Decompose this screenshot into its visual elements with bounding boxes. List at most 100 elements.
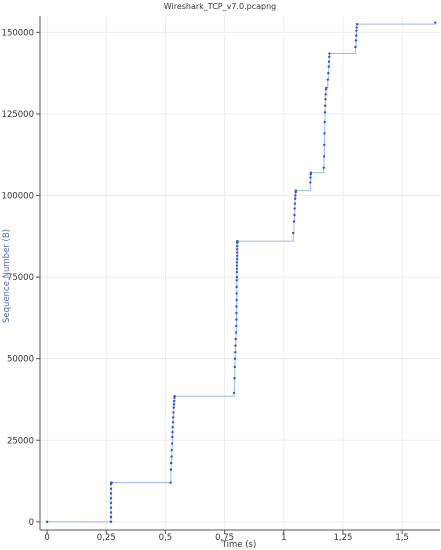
data-point [328,52,331,55]
data-point [172,416,175,419]
data-point [235,251,239,254]
data-point [169,461,173,465]
data-point [109,520,113,524]
data-point [234,331,238,334]
data-point [172,403,176,406]
data-point [355,29,358,32]
data-point [235,248,239,251]
data-point [235,292,238,295]
data-point [235,267,239,271]
data-point [109,506,113,509]
data-point [293,202,297,205]
data-point [235,244,239,248]
sequence-step-line [47,22,436,523]
data-point [322,155,326,158]
data-point [171,430,174,434]
data-point [235,264,239,267]
data-point [235,254,239,258]
data-point [235,275,239,279]
data-point [109,511,113,514]
data-point [323,111,327,114]
data-point [293,213,296,217]
data-point [235,270,239,274]
x-tick-label: 0,5 [159,533,173,543]
data-point [323,120,326,124]
x-tick-label: 0,75 [215,533,234,543]
x-tick-label: 0 [44,533,49,543]
data-point [109,492,113,495]
data-point [327,71,330,75]
data-point [325,86,328,89]
data-point [293,207,296,210]
data-point [235,257,239,261]
data-point [235,298,238,302]
x-tick-label: 1 [281,533,286,543]
data-point [171,435,174,439]
data-point [326,78,330,81]
data-point [169,481,172,484]
data-point [170,442,174,445]
data-point [109,497,113,500]
data-point [235,318,238,321]
y-tick-label: 150000 [2,28,34,38]
data-point [294,189,298,192]
data-point [292,231,295,235]
data-point [170,455,173,458]
data-point [354,39,358,42]
data-point [234,344,237,347]
data-point [235,311,238,315]
data-point [323,143,326,147]
data-point [235,285,238,289]
data-point [171,421,175,424]
data-point [327,65,330,68]
data-point [324,98,327,101]
grid-lines [40,16,440,530]
data-point [236,239,239,243]
data-point [309,181,312,184]
data-point [45,520,49,524]
data-point [324,104,327,107]
data-point [172,406,175,409]
data-point [328,55,331,58]
data-point [294,194,297,197]
data-point [233,377,236,380]
data-point [434,21,437,24]
x-axis-ticks: 0 0,25 0,5 0,75 1 1,25 1,5 [44,530,409,543]
data-point [232,391,236,395]
data-point [171,426,174,429]
data-point [324,93,327,96]
y-tick-label: 125000 [2,110,34,120]
sequence-points [45,21,437,524]
data-point [110,481,113,484]
data-point [309,176,312,179]
y-tick-label: 0 [29,518,34,528]
data-point [309,171,312,174]
x-axis-label: Time (s) [221,540,257,550]
data-point [354,45,357,49]
y-tick-label: 50000 [7,355,34,365]
data-point [109,515,113,519]
data-point [172,411,175,414]
data-point [109,501,113,505]
data-point [293,197,297,200]
x-tick-label: 1,5 [395,533,409,543]
chart-title: Wireshark_TCP_v7.0.pcapng [164,2,277,11]
step-line-path [47,22,436,523]
data-point [235,305,238,308]
data-point [109,487,113,490]
data-point [235,261,239,264]
y-tick-label: 75000 [7,273,34,283]
y-tick-label: 100000 [2,191,34,201]
data-point [235,279,238,282]
data-point [322,166,325,169]
data-point [234,350,237,354]
data-point [233,365,236,369]
y-tick-label: 25000 [7,436,34,446]
data-point [292,220,296,223]
data-point [355,26,358,29]
x-tick-label: 1,25 [333,533,352,543]
data-point [173,399,176,403]
data-point [173,394,176,398]
y-axis-label: Sequence Number (B) [2,229,12,323]
